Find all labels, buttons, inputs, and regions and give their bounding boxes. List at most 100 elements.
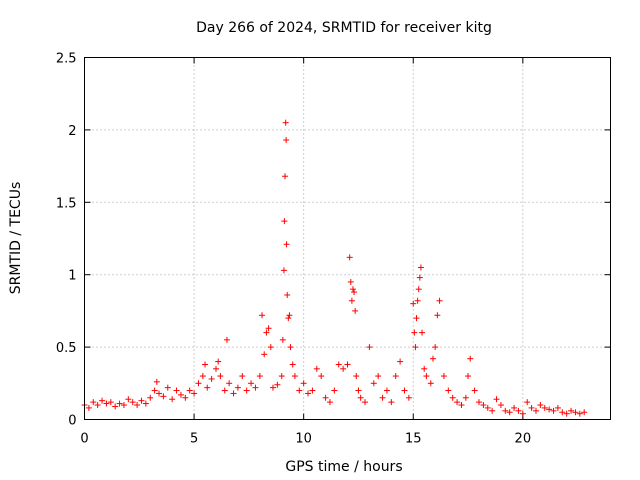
data-point: [421, 365, 428, 372]
data-point: [261, 351, 268, 358]
data-point: [366, 344, 373, 351]
data-point: [204, 384, 211, 391]
data-point: [417, 264, 424, 271]
y-tick-label: 1.5: [56, 196, 77, 211]
data-point: [412, 344, 419, 351]
data-point: [357, 394, 364, 401]
data-point: [541, 404, 548, 411]
data-points: [81, 119, 588, 417]
data-point: [344, 361, 351, 368]
data-point: [243, 387, 250, 394]
data-point: [287, 344, 294, 351]
data-point: [217, 373, 224, 380]
data-point: [282, 173, 289, 180]
data-point: [511, 404, 518, 411]
data-point: [269, 384, 276, 391]
x-tick-label: 20: [515, 432, 532, 447]
data-point: [112, 403, 119, 410]
data-point: [331, 387, 338, 394]
grid: [84, 57, 611, 420]
data-point: [289, 361, 296, 368]
data-point: [401, 387, 408, 394]
data-point: [347, 278, 354, 285]
data-point: [465, 373, 472, 380]
data-point: [267, 344, 274, 351]
data-point: [283, 137, 290, 144]
data-point: [116, 400, 123, 407]
data-point: [346, 254, 353, 261]
data-point: [416, 274, 423, 281]
x-tick-label: 15: [405, 432, 422, 447]
data-point: [265, 325, 272, 332]
data-point: [411, 329, 418, 336]
data-point: [445, 387, 452, 394]
data-point: [546, 406, 553, 413]
x-tick-label: 0: [80, 432, 88, 447]
y-tick-label: 0: [68, 414, 76, 429]
data-point: [484, 404, 491, 411]
data-point: [202, 361, 209, 368]
x-tick-label: 10: [295, 432, 312, 447]
data-point: [349, 286, 356, 293]
data-point: [414, 297, 421, 304]
data-point: [427, 380, 434, 387]
data-point: [392, 373, 399, 380]
data-point: [309, 387, 316, 394]
data-point: [413, 315, 420, 322]
data-point: [318, 373, 325, 380]
data-point: [151, 387, 158, 394]
data-point: [429, 355, 436, 362]
data-point: [440, 373, 447, 380]
data-point: [423, 373, 430, 380]
data-point: [415, 286, 422, 293]
data-point: [120, 402, 127, 409]
data-point: [335, 361, 342, 368]
data-point: [322, 394, 329, 401]
data-point: [125, 396, 132, 403]
data-point: [215, 358, 222, 365]
data-point: [449, 394, 456, 401]
data-point: [239, 373, 246, 380]
data-point: [370, 380, 377, 387]
data-point: [252, 384, 259, 391]
data-point: [506, 409, 513, 416]
data-point: [497, 402, 504, 409]
data-point: [94, 402, 101, 409]
data-point: [340, 365, 347, 372]
data-point: [383, 387, 390, 394]
data-point: [138, 397, 145, 404]
data-point: [199, 373, 206, 380]
data-point: [153, 378, 160, 385]
data-point: [191, 390, 198, 397]
data-point: [282, 119, 289, 126]
data-point: [405, 394, 412, 401]
data-point: [223, 336, 230, 343]
data-point: [147, 394, 154, 401]
data-point: [160, 393, 167, 400]
plot-frame: [84, 57, 611, 420]
data-point: [280, 267, 287, 274]
data-point: [300, 380, 307, 387]
data-point: [208, 375, 215, 382]
data-point: [248, 380, 255, 387]
y-axis-label: SRMTID / TECUs: [8, 182, 24, 295]
data-point: [410, 300, 417, 307]
data-point: [502, 407, 509, 414]
y-tick-label: 0.5: [56, 341, 77, 356]
data-point: [471, 387, 478, 394]
y-tick-label: 2: [68, 124, 76, 139]
data-point: [528, 404, 535, 411]
data-point: [285, 315, 292, 322]
data-point: [476, 399, 482, 406]
data-point: [169, 396, 176, 403]
data-point: [186, 387, 193, 394]
data-point: [221, 387, 228, 394]
y-tick-label: 2.5: [56, 52, 77, 67]
data-point: [164, 384, 171, 391]
x-axis-label: GPS time / hours: [285, 459, 402, 475]
data-point: [278, 373, 285, 380]
data-point: [576, 410, 583, 417]
data-point: [256, 373, 263, 380]
data-point: [375, 373, 382, 380]
